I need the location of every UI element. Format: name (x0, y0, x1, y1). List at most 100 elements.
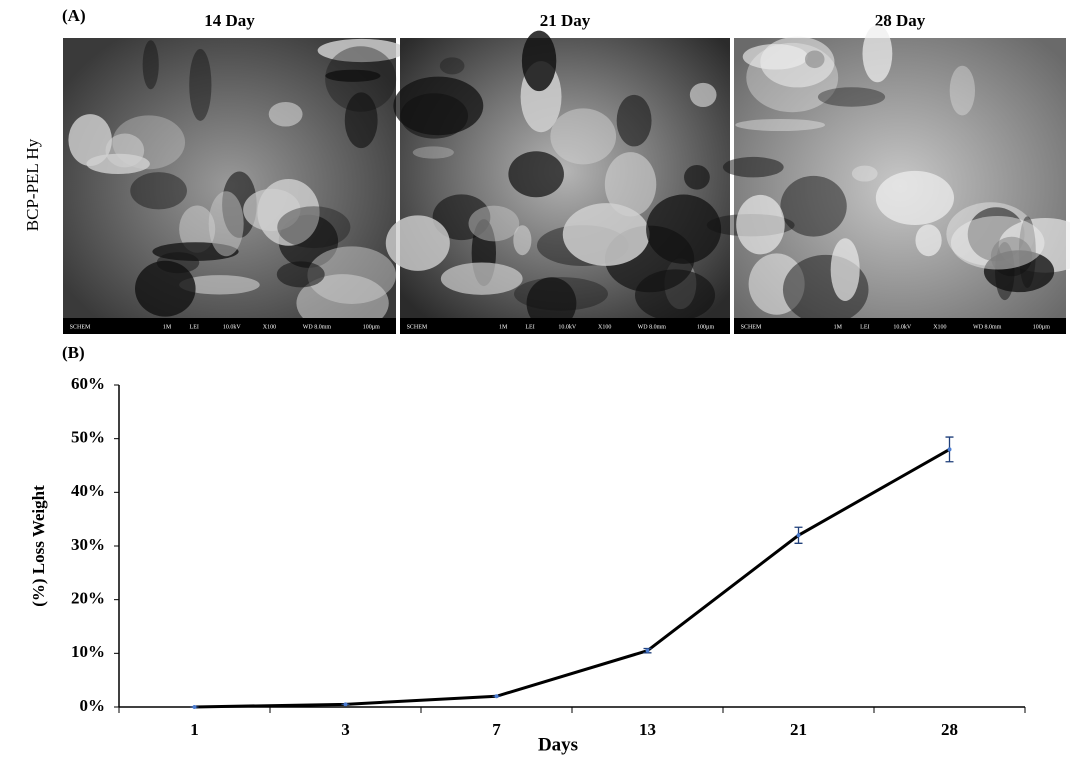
sem-info: X100 (933, 324, 946, 330)
sem-info: X100 (598, 324, 611, 330)
sem-texture (393, 76, 484, 136)
sem-texture (385, 215, 450, 271)
sem-texture (722, 156, 784, 178)
sem-texture (296, 274, 389, 333)
data-line (194, 448, 951, 709)
sem-info-bar (734, 318, 1066, 334)
x-axis-label: Days (538, 734, 578, 755)
sem-texture (562, 203, 650, 266)
column-title: 28 Day (875, 11, 926, 30)
sem-texture (344, 92, 378, 149)
x-tick-label: 7 (492, 720, 501, 739)
y-tick-label: 40% (71, 481, 105, 500)
sem-texture (325, 69, 381, 82)
sem-texture (735, 118, 826, 132)
sem-texture (748, 253, 805, 315)
sem-texture (513, 277, 608, 311)
sem-texture (142, 40, 159, 90)
y-tick-label: 0% (80, 696, 106, 715)
sem-texture (277, 206, 351, 249)
sem-texture (616, 94, 652, 147)
sem-texture (915, 224, 942, 257)
x-tick-label: 13 (639, 720, 656, 739)
sem-texture (851, 165, 878, 182)
row-label: BCP-PEL Hy (23, 138, 42, 231)
sem-images: 14 Day SCHEM 1M LEI 10.0kV X100 WD 8.0mm 100µm 2… (63, 11, 1070, 334)
sem-texture (276, 261, 325, 288)
sem-info: 100µm (1033, 324, 1050, 330)
sem-info: SCHEM (741, 324, 762, 330)
x-tick-label: 3 (341, 720, 350, 739)
sem-info: LEI (525, 324, 534, 330)
y-tick-label: 50% (71, 428, 105, 447)
sem-texture (179, 205, 216, 253)
y-tick-label: 20% (71, 589, 105, 608)
sem-texture (135, 260, 196, 317)
sem-texture (689, 82, 717, 107)
y-tick-label: 30% (71, 535, 105, 554)
y-tick-label: 60% (71, 374, 105, 393)
data-point (343, 702, 348, 707)
sem-info: SCHEM (70, 324, 91, 330)
sem-info-bar (400, 318, 730, 334)
sem-texture (646, 194, 722, 264)
sem-texture (950, 216, 1045, 270)
sem-texture (68, 114, 112, 166)
sem-info: X100 (263, 324, 276, 330)
column-title: 14 Day (204, 11, 255, 30)
data-point (192, 705, 197, 709)
sem-texture (412, 146, 454, 159)
sem-info: WD 8.0mm (303, 324, 332, 330)
column-title: 21 Day (540, 11, 591, 30)
x-tick-label: 28 (941, 720, 958, 739)
sem-texture (439, 57, 465, 75)
sem-texture (86, 153, 150, 174)
sem-texture (521, 30, 557, 92)
plot: 0%10%20%30%40%50%60%1 3 7 13 21 28 (71, 374, 1026, 739)
sem-texture (513, 225, 532, 256)
data-point (494, 694, 499, 699)
sem-info: WD 8.0mm (973, 324, 1002, 330)
sem-info: 10.0kV (558, 324, 577, 330)
sem-texture (189, 49, 212, 121)
sem-texture (736, 194, 785, 255)
sem-texture (468, 205, 520, 242)
sem-info: 1M (499, 324, 508, 330)
x-tick-label: 1 (190, 720, 199, 739)
sem-texture (130, 172, 187, 210)
sem-info: SCHEM (407, 324, 428, 330)
panel-label: (A) (62, 6, 86, 25)
sem-texture (268, 101, 303, 127)
sem-texture (604, 152, 657, 217)
sem-texture (760, 36, 835, 88)
sem-texture (949, 65, 976, 116)
sem-info: 10.0kV (893, 324, 912, 330)
sem-info-bar (63, 318, 396, 334)
data-point (645, 648, 650, 653)
sem-texture (243, 188, 301, 232)
y-axis-label: (%) Loss Weight (29, 485, 48, 607)
sem-info: LEI (860, 324, 869, 330)
sem-texture (862, 24, 893, 83)
sem-info: 1M (163, 324, 172, 330)
sem-texture (508, 151, 564, 198)
sem-texture (550, 108, 617, 165)
sem-texture (983, 250, 1055, 293)
sem-texture (780, 175, 847, 237)
sem-info: 10.0kV (223, 324, 242, 330)
sem-texture (634, 269, 716, 322)
sem-texture (317, 38, 406, 63)
data-point (796, 533, 801, 538)
panel-label: (B) (62, 343, 85, 362)
sem-info: 100µm (697, 324, 714, 330)
sem-texture (684, 164, 710, 190)
sem-texture (817, 87, 886, 107)
sem-info: WD 8.0mm (638, 324, 667, 330)
sem-texture (208, 191, 244, 257)
sem-texture (875, 170, 955, 226)
data-point (947, 447, 952, 452)
sem-texture (179, 275, 260, 295)
sem-texture (440, 262, 523, 295)
sem-texture (152, 242, 239, 261)
